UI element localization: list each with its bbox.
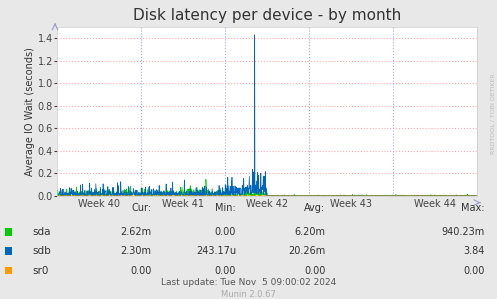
Text: Munin 2.0.67: Munin 2.0.67	[221, 290, 276, 299]
Text: 940.23m: 940.23m	[441, 227, 485, 237]
Title: Disk latency per device - by month: Disk latency per device - by month	[133, 8, 401, 23]
Text: sr0: sr0	[32, 266, 49, 276]
Text: 0.00: 0.00	[215, 266, 236, 276]
Text: Max:: Max:	[461, 203, 485, 213]
Text: 3.84: 3.84	[463, 246, 485, 256]
Text: 0.00: 0.00	[304, 266, 326, 276]
Text: 0.00: 0.00	[215, 227, 236, 237]
Text: 2.62m: 2.62m	[120, 227, 152, 237]
Text: 2.30m: 2.30m	[121, 246, 152, 256]
Text: 0.00: 0.00	[130, 266, 152, 276]
Text: 0.00: 0.00	[463, 266, 485, 276]
Text: Last update: Tue Nov  5 09:00:02 2024: Last update: Tue Nov 5 09:00:02 2024	[161, 278, 336, 287]
Y-axis label: Average IO Wait (seconds): Average IO Wait (seconds)	[25, 47, 35, 176]
Text: sdb: sdb	[32, 246, 51, 256]
Text: RRDTOOL / TOBI OETIKER: RRDTOOL / TOBI OETIKER	[491, 73, 496, 154]
Text: Avg:: Avg:	[304, 203, 326, 213]
Text: Min:: Min:	[215, 203, 236, 213]
Text: 20.26m: 20.26m	[288, 246, 326, 256]
Text: 6.20m: 6.20m	[295, 227, 326, 237]
Text: sda: sda	[32, 227, 51, 237]
Text: Cur:: Cur:	[132, 203, 152, 213]
Text: 243.17u: 243.17u	[196, 246, 236, 256]
